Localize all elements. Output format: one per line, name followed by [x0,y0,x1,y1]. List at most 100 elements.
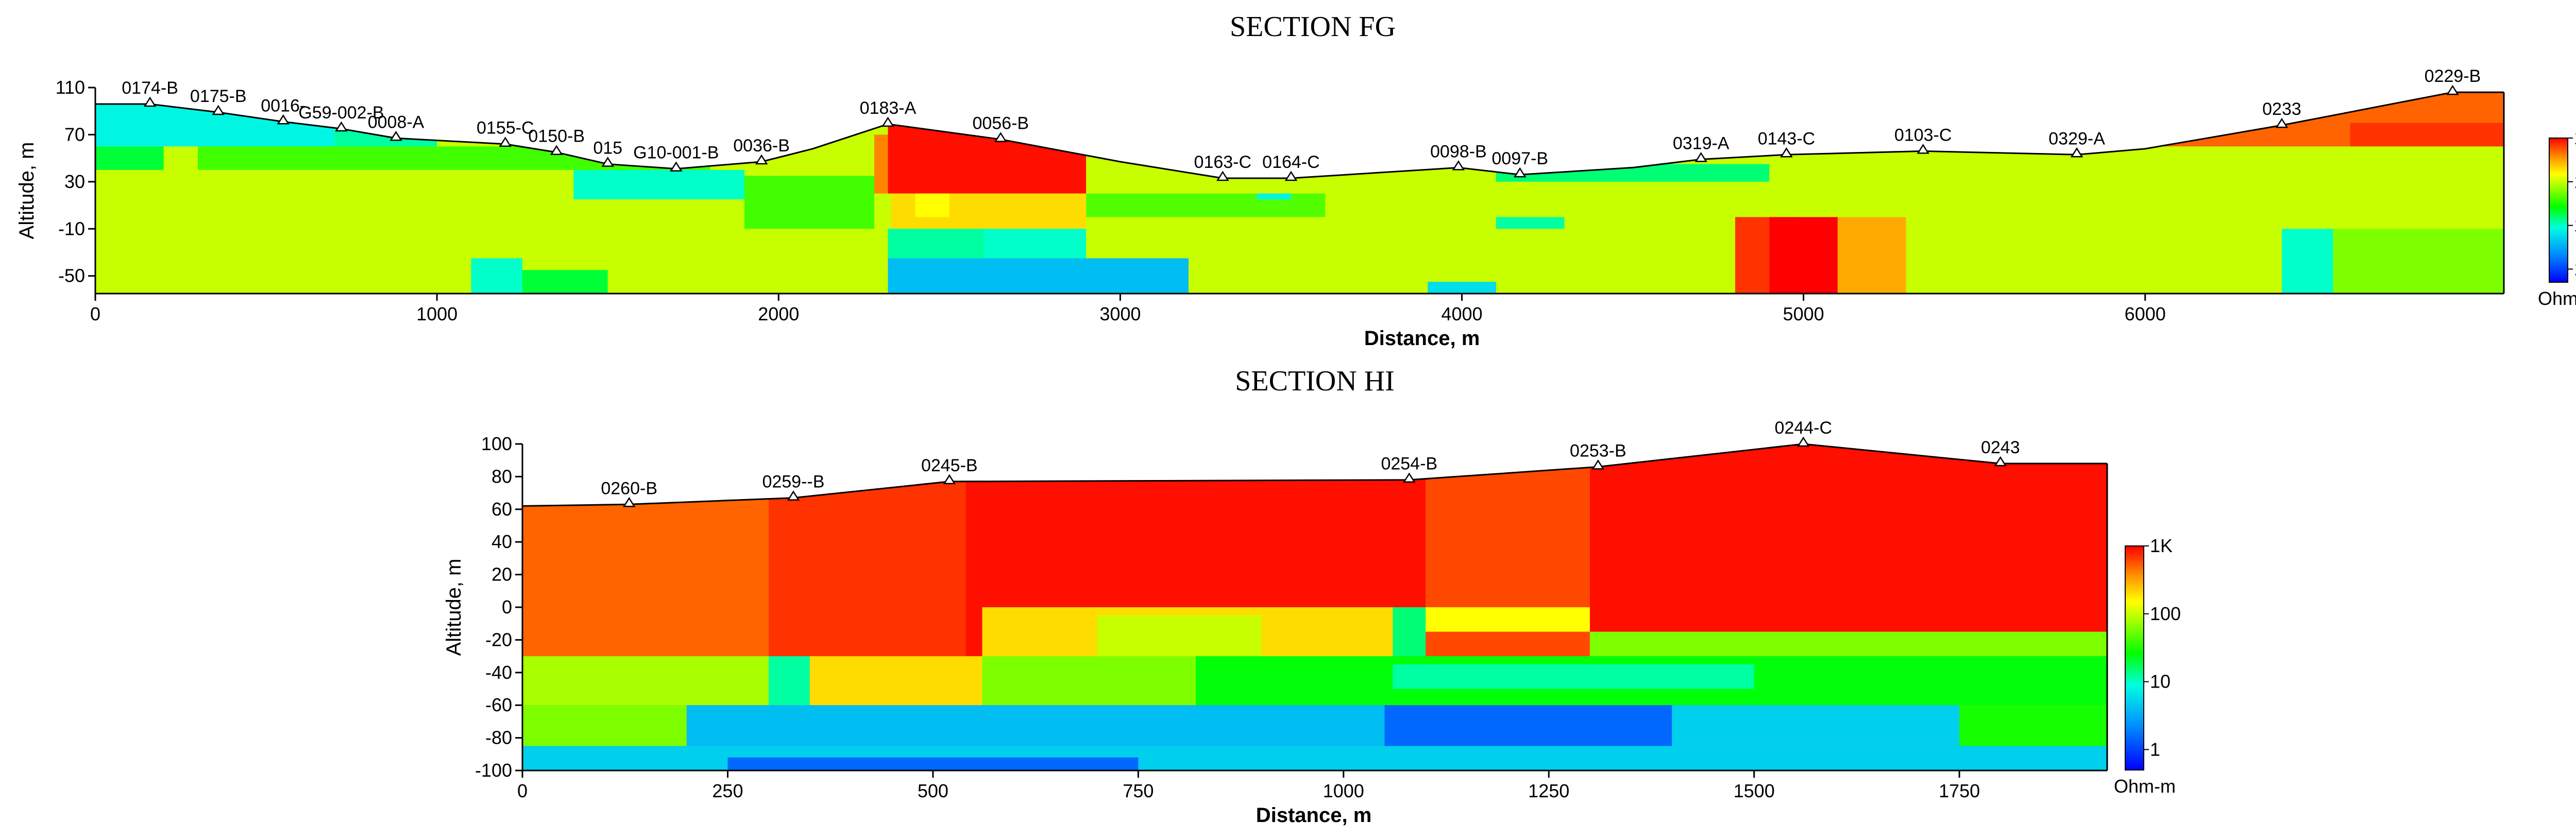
station-marker [1780,147,1793,158]
y-tick-label: 60 [492,499,512,520]
x-tick-label: 500 [918,780,948,801]
resistivity-cell [522,270,608,294]
colorbar-tick-label: 100 [2574,171,2576,192]
station-label: 0245-B [921,456,978,475]
station-marker [2446,84,2459,95]
resistivity-cell [984,229,1087,259]
station-marker [1994,456,2007,467]
station-label: 015 [593,139,622,158]
resistivity-cell [1837,217,1906,294]
colorbar-tick-label: 10 [2574,215,2576,236]
resistivity-cell [1257,193,1291,200]
resistivity-cell [769,656,810,706]
y-tick-label: -50 [58,265,85,286]
x-tick-label: 5000 [1783,303,1824,324]
x-tick-label: 6000 [2125,303,2166,324]
x-tick-label: 1000 [416,303,457,324]
colorbar-tick-label: 1 [2574,258,2576,279]
station-marker [143,96,157,107]
station-label: 0143-C [1758,129,1816,148]
station-label: 0260-B [601,478,657,498]
y-tick-label: 110 [56,77,85,98]
station-label: 0329-A [2048,129,2105,148]
resistivity-cell [744,176,874,229]
station-marker [755,154,768,165]
resistivity-cell [1393,664,1754,689]
resistivity-cell [95,146,164,170]
colorbar-unit: Ohm-m [2114,776,2176,797]
station-marker [1216,170,1229,181]
station-marker [670,161,683,172]
resistivity-cell [888,123,1087,194]
station-marker [622,496,636,507]
x-tick-label: 1750 [1939,780,1980,801]
station-label: 0183-A [860,98,917,118]
x-tick-label: 250 [712,780,743,801]
y-tick-label: -40 [485,662,512,683]
y-tick-label: -80 [485,727,512,748]
colorbar [2125,545,2144,770]
station-label: 0150-B [528,127,585,146]
background-cell [95,92,2504,294]
colorbar-tick-label: 100 [2150,603,2181,624]
x-tick-label: 1250 [1528,780,1569,801]
resistivity-cell [1496,217,1565,229]
colorbar-tick-label: 1 [2150,739,2160,760]
station-marker [994,132,1007,142]
station-marker [277,114,290,125]
resistivity-cell [727,757,1139,770]
station-marker [882,116,894,127]
station-marker [389,130,402,141]
y-tick-label: 0 [502,596,512,618]
colorbar-tick-label: 1K [2150,535,2173,556]
resistivity-cell [1589,631,2107,657]
station-marker [335,121,348,132]
resistivity-cell [2281,229,2333,294]
colorbar-tick-label: 10 [2150,671,2171,692]
y-tick-label: 20 [492,564,512,585]
station-label: 0163-C [1194,152,1252,172]
x-tick-label: 1500 [1734,780,1775,801]
resistivity-cell [522,705,687,746]
y-tick-label: 70 [64,124,85,145]
station-label: 0175-B [190,87,247,106]
x-tick-label: 1000 [1323,780,1364,801]
resistivity-cell [874,134,888,194]
station-label: 0174-B [122,78,178,98]
x-tick-label: 2000 [758,303,799,324]
resistivity-cell [2333,229,2504,294]
resistivity-section [95,92,2504,294]
resistivity-cell [1959,705,2107,746]
station-label: 0097-B [1492,149,1548,168]
y-tick-label: 40 [492,531,512,552]
resistivity-cell [1393,607,1426,664]
y-tick-label: 100 [481,433,512,454]
y-axis-label: Altitude, m [15,142,38,239]
station-label: 0008-A [368,112,425,132]
terrain-profile [95,91,2504,179]
resistivity-cell [1672,705,1960,746]
station-marker [499,136,512,147]
station-label: 0254-B [1381,454,1437,474]
station-label: 0259--B [762,472,824,492]
station-marker [1513,167,1527,178]
colorbar-tick-label: 1K [2574,127,2576,148]
section-fg-panel: SECTION FG 0174-B 0175-B 0016-G59-002-B0008… [15,11,2576,350]
station-label: 0319-A [1673,133,1730,153]
y-axis-label: Altitude, m [443,559,465,656]
station-marker [1797,436,1810,447]
resistivity-cell [915,193,950,217]
station-marker [2070,147,2083,158]
resistivity-cell [471,258,522,294]
station-marker [212,105,225,115]
station-label: 0036-B [733,136,790,156]
station-label: 0243 [1981,438,2020,457]
colorbar-unit: Ohm-m [2538,288,2576,309]
y-tick-label: 30 [64,171,85,192]
colorbar [2549,138,2568,283]
station-label: 0098-B [1430,142,1487,161]
station-label: 0229-B [2425,66,2481,86]
station-marker [1591,459,1605,470]
resistivity-section [522,444,2107,770]
